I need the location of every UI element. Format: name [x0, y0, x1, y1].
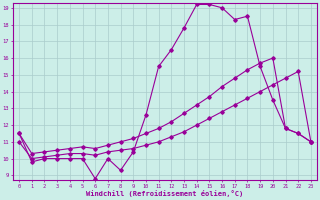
X-axis label: Windchill (Refroidissement éolien,°C): Windchill (Refroidissement éolien,°C) [86, 190, 244, 197]
